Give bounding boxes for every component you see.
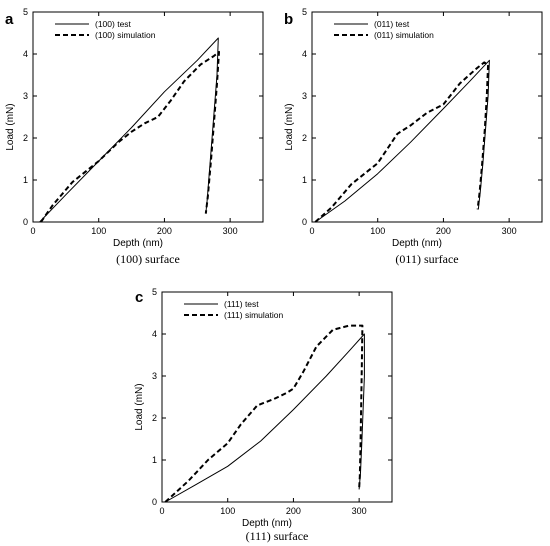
plot-frame [161,291,393,503]
series-line-simulation [314,61,490,223]
x-tick-label: 200 [436,226,451,236]
y-tick-label: 5 [23,7,28,17]
legend-label: (100) simulation [95,30,156,40]
x-tick-label: 100 [370,226,385,236]
x-tick-label: 100 [91,226,106,236]
y-tick-label: 4 [23,49,28,59]
y-tick-label: 2 [23,133,28,143]
panel-letter: b [284,11,293,28]
x-axis-label: Depth (nm) [242,518,292,529]
y-axis-label: Load (mN) [5,103,16,150]
plot-frame [32,11,264,223]
x-axis-label: Depth (nm) [392,238,442,249]
y-tick-label: 0 [302,217,307,227]
y-tick-label: 2 [152,413,157,423]
legend-label: (100) test [95,19,132,29]
legend-label: (011) simulation [374,30,434,40]
y-tick-label: 3 [152,371,157,381]
chart-panel-b: 0 100 200 300 0 1 2 3 4 5 Depth (nm) Load (mN) (011)… [284,7,543,266]
panel-letter: c [135,289,143,306]
y-tick-label: 0 [23,217,28,227]
y-tick-label: 1 [152,455,157,465]
y-tick-label: 1 [23,175,28,185]
x-tick-label: 0 [309,226,314,236]
series-line-test [315,59,490,223]
legend-label: (111) test [224,299,259,309]
x-tick-label: 300 [502,226,517,236]
chart-panel-c: 0 100 200 300 0 1 2 3 4 5 Depth (nm) Load (mN) (111)… [134,287,393,543]
legend-label: (011) test [374,19,410,29]
y-tick-label: 4 [302,49,307,59]
series-line-test [165,333,365,503]
y-tick-label: 1 [302,175,307,185]
series-line-simulation [164,324,364,503]
panel-caption: (011) surface [395,252,458,266]
x-tick-label: 200 [286,506,301,516]
series-line-simulation [40,50,220,223]
x-tick-label: 300 [352,506,367,516]
x-tick-label: 100 [220,506,235,516]
x-tick-label: 200 [157,226,172,236]
series-line-test [39,37,219,223]
y-tick-label: 5 [152,287,157,297]
panel-caption: (111) surface [246,529,309,543]
x-axis-label: Depth (nm) [113,238,163,249]
y-tick-label: 0 [152,497,157,507]
y-tick-label: 5 [302,7,307,17]
y-tick-label: 4 [152,329,157,339]
y-axis-label: Load (mN) [134,383,145,430]
x-tick-label: 300 [223,226,238,236]
chart-panel-a: 0 100 200 300 0 1 2 3 4 5 Depth (nm) Load (mN) (100)… [5,7,264,266]
y-tick-label: 3 [302,91,307,101]
y-tick-label: 2 [302,133,307,143]
plot-frame [311,11,543,223]
panel-caption: (100) surface [116,252,180,266]
x-tick-label: 0 [159,506,164,516]
y-tick-label: 3 [23,91,28,101]
y-axis-label: Load (mN) [284,103,295,150]
x-tick-label: 0 [30,226,35,236]
panel-letter: a [5,11,14,28]
legend-label: (111) simulation [224,310,283,320]
